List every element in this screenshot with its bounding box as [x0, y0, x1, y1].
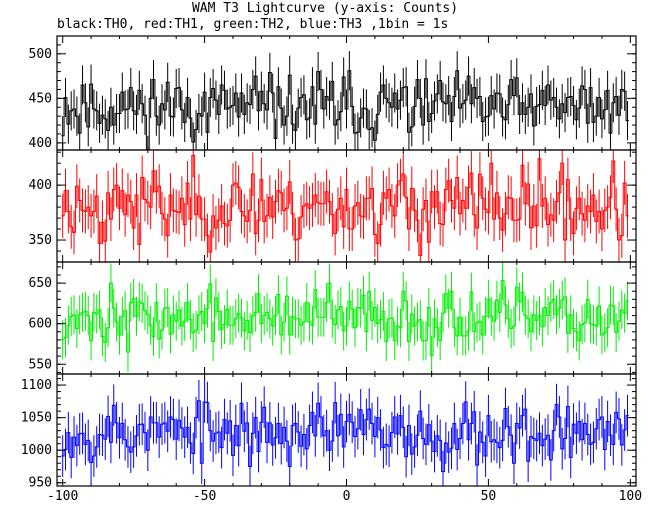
series-th1 [61, 150, 629, 262]
series-step-line [61, 280, 629, 356]
y-tick-label: 1050 [21, 411, 52, 426]
x-axis: -100 -50 0 50 100 [47, 489, 642, 504]
y-tick-label: 1000 [21, 443, 52, 458]
panel-th0: 400 450 500 [29, 35, 637, 151]
series-step-line [61, 70, 629, 150]
chart-subtitle: black:TH0, red:TH1, green:TH2, blue:TH3 … [57, 17, 448, 32]
y-tick-label: 500 [29, 47, 52, 62]
x-tick-label: -100 [47, 489, 78, 504]
y-tick-label: 950 [29, 476, 52, 491]
series-step-line [61, 400, 629, 473]
y-tick-label: 650 [29, 276, 52, 291]
series-step-line [61, 154, 629, 256]
series-th2 [61, 262, 629, 374]
y-tick-label: 400 [29, 178, 52, 193]
x-tick-label: 50 [481, 489, 497, 504]
chart-title: WAM T3 Lightcurve (y-axis: Counts) [192, 1, 458, 16]
x-tick-label: 100 [619, 489, 642, 504]
panels-layer: 400 450 500 350 400 550 600 650 950 1000 1050 1100 [21, 35, 637, 491]
y-tick-label: 1100 [21, 378, 52, 393]
series-th3 [61, 379, 629, 486]
panel-th2: 550 600 650 [29, 261, 637, 375]
series-th0 [61, 51, 629, 150]
panel-th1: 350 400 [29, 149, 637, 263]
y-tick-label: 550 [29, 357, 52, 372]
y-tick-label: 600 [29, 317, 52, 332]
y-tick-label: 450 [29, 91, 52, 106]
y-tick-label: 400 [29, 136, 52, 151]
panel-th3: 950 1000 1050 1100 [21, 373, 637, 491]
x-tick-label: 0 [343, 489, 351, 504]
y-tick-label: 350 [29, 233, 52, 248]
x-tick-label: -50 [193, 489, 216, 504]
